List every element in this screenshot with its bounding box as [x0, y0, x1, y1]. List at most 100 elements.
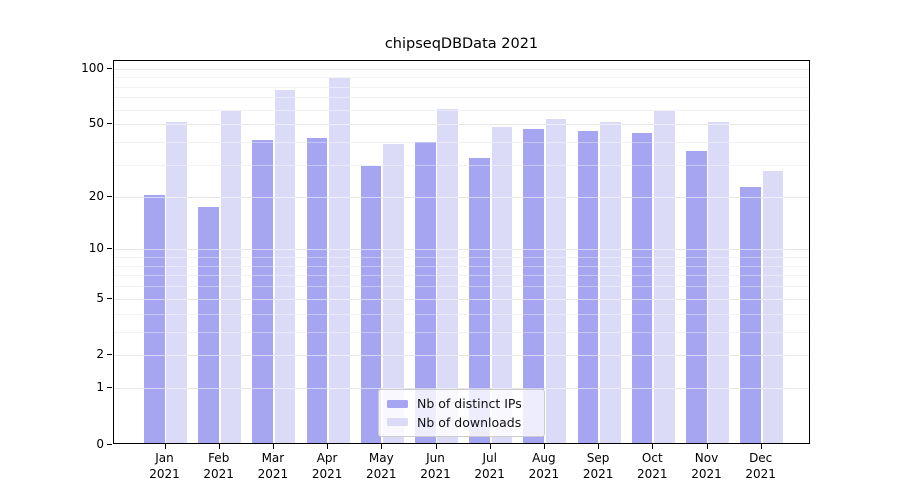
gridline-y-6 [114, 286, 809, 288]
gridline-y-7 [114, 275, 809, 277]
x-tick-label-aug: Aug 2021 [528, 451, 560, 481]
gridline-y-5 [114, 298, 809, 300]
gridline-y-9 [114, 257, 809, 259]
bar-downloads-jul [491, 127, 513, 443]
bar-downloads-mar [274, 89, 296, 443]
gridline-y-90 [114, 77, 809, 79]
legend-swatch-distinct-ips-icon [387, 399, 408, 408]
gridline-y-1 [114, 388, 809, 390]
x-tick-label-may: May 2021 [366, 451, 397, 481]
x-tick-label-feb: Feb 2021 [203, 451, 234, 481]
legend-item-downloads: Nb of downloads [387, 415, 536, 430]
x-tick-label-apr: Apr 2021 [311, 451, 343, 481]
y-tick-mark-10 [107, 248, 112, 250]
y-tick-label-100: 100 [81, 60, 104, 75]
plot-area [113, 60, 810, 444]
bar-downloads-feb [220, 110, 242, 443]
y-tick-label-2: 2 [96, 347, 104, 362]
x-tick-label-mar: Mar 2021 [257, 451, 289, 481]
bar-downloads-apr [328, 77, 350, 443]
y-tick-mark-2 [107, 354, 112, 356]
gridline-y-70 [114, 97, 809, 99]
gridline-y-4 [114, 313, 809, 315]
y-tick-mark-20 [107, 195, 112, 197]
gridline-y-100 [114, 68, 809, 70]
gridline-y-30 [114, 165, 809, 166]
y-tick-label-0: 0 [96, 437, 104, 451]
gridline-y-90 [114, 77, 809, 79]
bar-ips-nov [685, 150, 707, 443]
bar-ips-oct [631, 132, 653, 443]
gridline-y-6 [114, 286, 809, 288]
bar-ips-sep [577, 130, 599, 443]
y-tick-label-20: 20 [88, 188, 104, 203]
gridline-y-7 [114, 275, 809, 277]
x-tick-mark-aug [543, 444, 545, 449]
x-tick-mark-jan [164, 444, 166, 449]
bar-ips-aug [523, 129, 545, 443]
x-tick-mark-mar [272, 444, 274, 449]
y-tick-mark-0 [107, 444, 112, 445]
bar-downloads-jun [437, 109, 459, 443]
bar-ips-mar [252, 140, 274, 443]
bar-downloads-aug [545, 119, 567, 443]
gridline-y-10 [114, 249, 809, 251]
gridline-y-2 [114, 355, 809, 357]
x-tick-mark-nov [706, 444, 708, 449]
gridline-y-3 [114, 331, 809, 333]
gridline-y-60 [114, 109, 809, 111]
bar-downloads-nov [708, 122, 730, 443]
x-tick-mark-jul [489, 444, 491, 449]
bar-downloads-jan [166, 122, 188, 443]
x-tick-mark-dec [760, 444, 762, 449]
gridline-y-40 [114, 142, 809, 144]
gridline-y-30 [114, 165, 809, 166]
x-tick-mark-jun [435, 444, 437, 449]
bar-ips-may [360, 165, 382, 443]
gridline-y-40 [114, 142, 809, 144]
legend: Nb of distinct IPs Nb of downloads [378, 389, 545, 437]
gridline-y-70 [114, 97, 809, 99]
x-tick-label-jul: Jul 2021 [474, 451, 505, 481]
gridline-y-9 [114, 257, 809, 259]
legend-label-downloads: Nb of downloads [417, 414, 522, 430]
gridline-y-4 [114, 313, 809, 315]
chart-title: chipseqDBData 2021 [384, 36, 539, 52]
y-tick-mark-50 [107, 123, 112, 125]
legend-label-distinct-ips: Nb of distinct IPs [417, 396, 522, 412]
x-tick-label-dec: Dec 2021 [745, 451, 776, 481]
bar-ips-jul [469, 157, 490, 443]
y-tick-label-10: 10 [88, 241, 104, 256]
x-tick-label-jun: Jun 2021 [420, 451, 451, 481]
x-tick-label-nov: Nov 2021 [691, 451, 722, 481]
bar-ips-feb [198, 207, 219, 443]
x-tick-mark-sep [598, 444, 600, 449]
x-tick-mark-feb [218, 444, 220, 449]
gridline-y-8 [114, 265, 809, 267]
gridline-y-20 [114, 196, 809, 198]
bar-ips-apr [306, 138, 328, 443]
bar-downloads-oct [654, 110, 675, 443]
x-tick-mark-apr [327, 444, 329, 449]
x-tick-label-oct: Oct 2021 [637, 451, 668, 481]
bar-downloads-dec [762, 171, 784, 443]
x-tick-mark-may [381, 444, 383, 449]
bar-downloads-sep [599, 122, 621, 443]
y-tick-label-1: 1 [96, 380, 104, 395]
gridline-y-3 [114, 331, 809, 333]
gridline-y-80 [114, 86, 809, 88]
y-tick-mark-100 [107, 67, 112, 69]
bar-ips-jan [143, 194, 165, 443]
x-tick-label-jan: Jan 2021 [149, 451, 180, 481]
bar-ips-dec [740, 187, 761, 443]
y-tick-mark-5 [107, 297, 112, 299]
y-tick-label-50: 50 [88, 116, 104, 131]
x-tick-mark-oct [652, 444, 654, 449]
bar-ips-jun [414, 142, 436, 443]
gridline-y-8 [114, 265, 809, 267]
legend-item-distinct-ips: Nb of distinct IPs [387, 396, 536, 411]
x-tick-label-sep: Sep 2021 [582, 451, 614, 481]
legend-swatch-downloads-icon [387, 418, 408, 427]
gridline-y-60 [114, 109, 809, 111]
